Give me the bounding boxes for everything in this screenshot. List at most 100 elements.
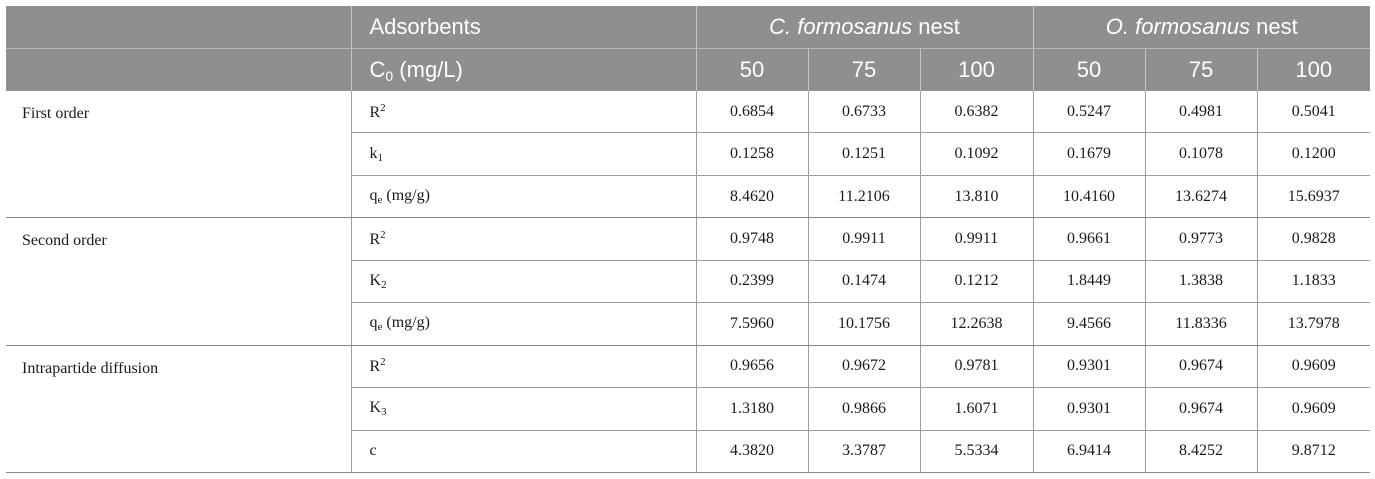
table-row: Intrapartide diffusion R2 0.9656 0.9672 0.97…	[6, 345, 1371, 474]
header-row-adsorbents: Adsorbents C. formosanus nest O. formosa…	[6, 6, 1371, 49]
value-cell: 0.1092	[919, 132, 1033, 176]
kinetics-table: Adsorbents C. formosanus nest O. formosa…	[6, 6, 1371, 474]
value-cell: 0.4981	[1144, 91, 1257, 134]
value-cell: 0.9661	[1032, 217, 1145, 261]
header-conc-c-100: 100	[919, 48, 1033, 91]
parameter-cell: R2	[350, 345, 696, 389]
parameter-superscript: 2	[380, 101, 386, 114]
value-cell: 0.1200	[1256, 132, 1371, 176]
table-row: First order R2 0.6854 0.6733 0.6382 0.5247 0.4…	[6, 91, 1371, 219]
value-cell: 0.9828	[1256, 217, 1371, 261]
table-row: K3 1.3180 0.9866 1.6071 0.9301 0.9674 0.9609	[6, 387, 1371, 431]
value-cell: 15.6937	[1256, 175, 1371, 219]
value-cell: 0.1679	[1032, 132, 1145, 176]
value-cell: 12.2638	[919, 302, 1033, 346]
header-group-o-formosanus-suffix: nest	[1250, 14, 1298, 39]
parameter-symbol: q	[369, 314, 378, 332]
value-cell: 0.9773	[1144, 217, 1257, 261]
value-cell: 1.8449	[1032, 260, 1145, 304]
parameter-cell: R2	[350, 91, 696, 134]
parameter-cell: qe (mg/g)	[350, 302, 696, 346]
table-row: c 4.3820 3.3787 5.5334 6.9414 8.4252 9.8712	[6, 430, 1371, 473]
parameter-symbol: K	[369, 271, 382, 289]
header-conc-o-75: 75	[1144, 48, 1257, 91]
value-cell: 1.1833	[1256, 260, 1371, 304]
table-row: qe (mg/g) 7.5960 10.1756 12.2638 9.4566 11.83…	[6, 302, 1371, 346]
header-c0-unit: (mg/L)	[393, 56, 463, 82]
table-row: k1 0.1258 0.1251 0.1092 0.1679 0.1078 0.1200	[6, 132, 1371, 176]
header-conc-c-75: 75	[807, 48, 920, 91]
value-cell: 0.6733	[807, 91, 920, 134]
header-c0-label: C0 (mg/L)	[350, 48, 696, 91]
value-cell: 0.5041	[1256, 91, 1371, 134]
value-cell: 0.9911	[807, 217, 920, 261]
parameter-symbol: k	[369, 144, 378, 162]
header-group-c-formosanus-suffix: nest	[912, 14, 960, 39]
parameter-subscript: 2	[381, 278, 387, 291]
value-cell: 3.3787	[807, 430, 920, 473]
value-cell: 7.5960	[695, 302, 808, 346]
header-c0-subscript: 0	[385, 67, 394, 84]
value-cell: 11.2106	[807, 175, 920, 219]
parameter-cell: K3	[350, 387, 696, 431]
model-name-cell: First order	[6, 91, 351, 219]
value-cell: 13.7978	[1256, 302, 1371, 346]
value-cell: 0.9674	[1144, 345, 1257, 389]
header-conc-o-100: 100	[1256, 48, 1371, 91]
table-header: Adsorbents C. formosanus nest O. formosa…	[6, 6, 1371, 91]
table-body: First order R2 0.6854 0.6733 0.6382 0.5247 0.4…	[6, 91, 1371, 474]
value-cell: 0.1078	[1144, 132, 1257, 176]
value-cell: 13.810	[919, 175, 1033, 219]
value-cell: 0.6382	[919, 91, 1033, 134]
header-row-concentration: C0 (mg/L) 50 75 100 50 75 100	[6, 48, 1371, 91]
value-cell: 10.4160	[1032, 175, 1145, 219]
value-cell: 8.4620	[695, 175, 808, 219]
header-c0-base: C	[369, 56, 386, 82]
parameter-subscript: e	[377, 321, 383, 334]
value-cell: 0.1212	[919, 260, 1033, 304]
value-cell: 0.5247	[1032, 91, 1145, 134]
parameter-superscript: 2	[380, 356, 386, 369]
value-cell: 0.9866	[807, 387, 920, 431]
header-corner-2	[6, 48, 351, 91]
value-cell: 0.9609	[1256, 345, 1371, 389]
value-cell: 0.9911	[919, 217, 1033, 261]
parameter-unit: (mg/g)	[382, 187, 430, 205]
value-cell: 0.9301	[1032, 387, 1145, 431]
header-corner	[6, 6, 351, 49]
value-cell: 0.2399	[695, 260, 808, 304]
value-cell: 0.9674	[1144, 387, 1257, 431]
parameter-subscript: e	[377, 194, 383, 207]
parameter-unit: (mg/g)	[382, 314, 430, 332]
value-cell: 0.6854	[695, 91, 808, 134]
value-cell: 9.8712	[1256, 430, 1371, 473]
parameter-symbol: q	[369, 187, 378, 205]
value-cell: 0.9656	[695, 345, 808, 389]
model-name-cell: Intrapartide diffusion	[6, 345, 351, 474]
header-adsorbents-label: Adsorbents	[350, 6, 696, 49]
value-cell: 0.9609	[1256, 387, 1371, 431]
value-cell: 8.4252	[1144, 430, 1257, 473]
header-conc-o-50: 50	[1032, 48, 1145, 91]
parameter-symbol: R	[369, 231, 381, 249]
parameter-cell: K2	[350, 260, 696, 304]
parameter-cell: qe (mg/g)	[350, 175, 696, 219]
value-cell: 0.9748	[695, 217, 808, 261]
value-cell: 0.1258	[695, 132, 808, 176]
header-group-o-formosanus-species: O. formosanus	[1105, 14, 1251, 39]
value-cell: 0.1251	[807, 132, 920, 176]
header-group-o-formosanus: O. formosanus nest	[1032, 6, 1371, 49]
table-row: K2 0.2399 0.1474 0.1212 1.8449 1.3838 1.1833	[6, 260, 1371, 304]
value-cell: 11.8336	[1144, 302, 1257, 346]
value-cell: 5.5334	[919, 430, 1033, 473]
value-cell: 4.3820	[695, 430, 808, 473]
header-group-c-formosanus-species: C. formosanus	[769, 14, 913, 39]
value-cell: 0.9781	[919, 345, 1033, 389]
parameter-symbol: R	[369, 358, 381, 376]
parameter-cell: c	[350, 430, 696, 473]
parameter-symbol: K	[369, 399, 382, 417]
table-row: qe (mg/g) 8.4620 11.2106 13.810 10.4160 13.62…	[6, 175, 1371, 219]
model-name-cell: Second order	[6, 217, 351, 346]
value-cell: 6.9414	[1032, 430, 1145, 473]
value-cell: 0.9672	[807, 345, 920, 389]
